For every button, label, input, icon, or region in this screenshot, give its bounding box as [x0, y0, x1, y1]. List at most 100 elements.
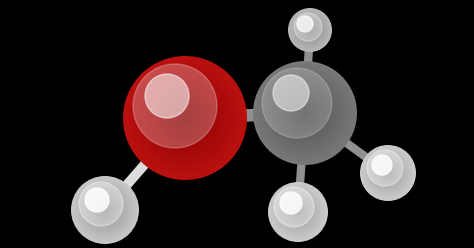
- Circle shape: [279, 87, 331, 139]
- Circle shape: [293, 13, 327, 47]
- Circle shape: [295, 15, 325, 45]
- Circle shape: [288, 8, 332, 52]
- Circle shape: [294, 208, 302, 216]
- Circle shape: [276, 190, 320, 234]
- Circle shape: [95, 200, 115, 220]
- Circle shape: [284, 198, 312, 226]
- Circle shape: [253, 61, 357, 165]
- Circle shape: [269, 183, 327, 241]
- Circle shape: [306, 26, 314, 34]
- Circle shape: [262, 68, 332, 138]
- Circle shape: [360, 145, 416, 201]
- Circle shape: [148, 81, 222, 155]
- Circle shape: [381, 165, 395, 181]
- Circle shape: [293, 101, 317, 125]
- Circle shape: [264, 71, 346, 155]
- Circle shape: [145, 74, 189, 118]
- Circle shape: [377, 162, 399, 184]
- Circle shape: [273, 75, 309, 111]
- Circle shape: [152, 85, 218, 151]
- Circle shape: [274, 82, 336, 144]
- Circle shape: [274, 188, 322, 236]
- Circle shape: [303, 111, 307, 115]
- Circle shape: [71, 176, 139, 244]
- Circle shape: [376, 161, 400, 185]
- Circle shape: [296, 210, 300, 214]
- Circle shape: [156, 89, 214, 147]
- Circle shape: [383, 168, 392, 178]
- Circle shape: [260, 68, 350, 158]
- Circle shape: [283, 197, 313, 227]
- Circle shape: [79, 182, 123, 226]
- Circle shape: [364, 149, 412, 197]
- Circle shape: [90, 195, 120, 225]
- Circle shape: [173, 106, 197, 130]
- Circle shape: [278, 192, 318, 232]
- Circle shape: [258, 66, 352, 160]
- Circle shape: [265, 73, 345, 153]
- Circle shape: [73, 178, 137, 242]
- Circle shape: [72, 177, 138, 243]
- Circle shape: [280, 194, 316, 230]
- Circle shape: [289, 203, 307, 221]
- Circle shape: [177, 110, 193, 126]
- Circle shape: [269, 77, 341, 149]
- Circle shape: [270, 184, 326, 240]
- Circle shape: [284, 92, 326, 134]
- Circle shape: [164, 97, 206, 139]
- Circle shape: [100, 205, 109, 215]
- Circle shape: [285, 199, 311, 225]
- Circle shape: [373, 158, 403, 188]
- Circle shape: [89, 194, 121, 226]
- Circle shape: [103, 208, 107, 212]
- Circle shape: [378, 163, 398, 183]
- Circle shape: [298, 18, 322, 42]
- Circle shape: [144, 77, 226, 159]
- Circle shape: [382, 166, 394, 180]
- Circle shape: [88, 193, 122, 227]
- Circle shape: [300, 20, 320, 40]
- Circle shape: [302, 22, 318, 38]
- Circle shape: [286, 94, 324, 132]
- Circle shape: [80, 185, 130, 235]
- Circle shape: [77, 182, 133, 238]
- Circle shape: [100, 204, 110, 216]
- Circle shape: [386, 171, 390, 175]
- Circle shape: [104, 209, 106, 211]
- Circle shape: [291, 11, 329, 49]
- Circle shape: [166, 99, 204, 137]
- Circle shape: [146, 79, 224, 157]
- Circle shape: [256, 64, 354, 161]
- Circle shape: [292, 12, 328, 48]
- Circle shape: [98, 203, 112, 217]
- Circle shape: [150, 83, 220, 153]
- Circle shape: [297, 211, 299, 213]
- Circle shape: [158, 91, 212, 145]
- Circle shape: [361, 146, 415, 200]
- Circle shape: [290, 9, 330, 51]
- Circle shape: [171, 103, 200, 132]
- Circle shape: [162, 95, 208, 141]
- Circle shape: [288, 96, 322, 130]
- Circle shape: [179, 112, 191, 124]
- Circle shape: [294, 13, 322, 41]
- Circle shape: [374, 159, 402, 187]
- Circle shape: [296, 104, 314, 122]
- Circle shape: [384, 169, 392, 177]
- Circle shape: [271, 185, 325, 239]
- Circle shape: [183, 116, 187, 120]
- Circle shape: [160, 93, 210, 143]
- Circle shape: [83, 188, 127, 232]
- Circle shape: [291, 205, 305, 219]
- Circle shape: [371, 156, 405, 190]
- Circle shape: [290, 204, 306, 220]
- Circle shape: [74, 179, 136, 241]
- Circle shape: [303, 23, 317, 37]
- Circle shape: [123, 56, 247, 180]
- Circle shape: [255, 63, 356, 163]
- Circle shape: [309, 29, 311, 31]
- Circle shape: [81, 186, 129, 234]
- Circle shape: [307, 27, 313, 33]
- Circle shape: [136, 68, 235, 168]
- Circle shape: [379, 164, 397, 182]
